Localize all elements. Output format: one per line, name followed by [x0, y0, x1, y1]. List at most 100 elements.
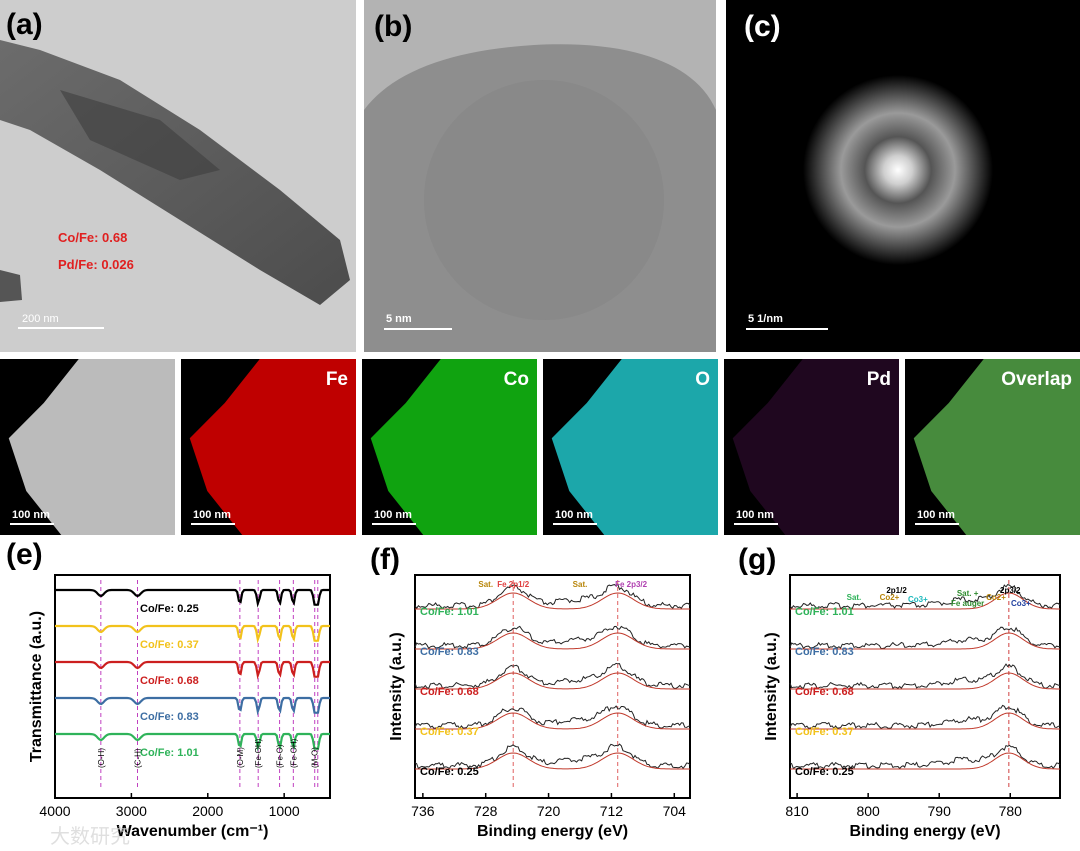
- band-annotation: (Fe-OH): [289, 738, 298, 768]
- scale-bar-label: 100 nm: [917, 509, 955, 521]
- x-tick-label: 720: [537, 803, 561, 819]
- fit-line: [790, 632, 1060, 650]
- peak-annotation: Sat. +: [957, 589, 979, 598]
- series-line: [414, 625, 690, 650]
- fit-line: [415, 632, 690, 650]
- scale-bar-label: 100 nm: [12, 509, 50, 521]
- eds-map-haadf: 100 nm: [0, 359, 175, 535]
- fit-line: [790, 592, 1060, 610]
- panel-label-g: (g): [738, 543, 777, 576]
- series-line: [414, 662, 691, 690]
- fft-c-drawing: [726, 0, 1080, 352]
- series-label: Co/Fe: 0.83: [140, 711, 199, 723]
- scale-bar-label: 100 nm: [555, 509, 593, 521]
- scale-bar: [191, 523, 235, 525]
- x-tick-label: 3000: [116, 803, 147, 819]
- band-annotation: (Fe-O): [276, 744, 285, 768]
- tem-a-drawing: [0, 0, 356, 352]
- panel-label-e: (e): [6, 538, 43, 571]
- fit-line: [415, 672, 690, 690]
- scale-bar: [553, 523, 597, 525]
- plot-frame: [414, 574, 691, 799]
- scale-bar: [734, 523, 778, 525]
- peak-annotation: Sat.: [847, 593, 862, 602]
- peak-annotation: Co2+: [880, 593, 900, 602]
- scale-bar-a: [18, 327, 104, 329]
- x-axis-label: Binding energy (eV): [477, 823, 628, 840]
- eds-map-overlap: Overlap 100 nm: [905, 359, 1080, 535]
- fit-line: [790, 712, 1060, 730]
- fit-line: [790, 672, 1060, 690]
- co-fe-ratio-label: Co/Fe: 0.68: [58, 230, 128, 245]
- x-tick-label: 800: [856, 803, 880, 819]
- hrtem-b-drawing: [364, 0, 716, 352]
- series-label: Co/Fe: 0.37: [795, 726, 854, 738]
- plot-frame: [789, 574, 1061, 799]
- x-tick-label: 736: [411, 803, 435, 819]
- scale-bar-label-c: 5 1/nm: [748, 313, 783, 325]
- series-line: [789, 663, 1061, 690]
- panel-label-b: (b): [374, 10, 413, 43]
- series-line: [789, 584, 1061, 610]
- x-tick-label: 4000: [39, 803, 70, 819]
- hrtem-image-b: (b) 5 nm: [364, 0, 716, 352]
- x-tick-label: 810: [785, 803, 809, 819]
- x-tick-label: 704: [663, 803, 687, 819]
- series-label: Co/Fe: 0.37: [420, 726, 479, 738]
- series-line: [55, 624, 330, 644]
- scale-bar: [10, 523, 54, 525]
- panel-label-c: (c): [744, 10, 781, 43]
- x-tick-label: 712: [600, 803, 624, 819]
- tem-image-a: (a) Co/Fe: 0.68 Pd/Fe: 0.026 200 nm: [0, 0, 356, 352]
- x-tick-label: 1000: [269, 803, 300, 819]
- eds-map-co: Co 100 nm: [362, 359, 537, 535]
- panel-label-a: (a): [6, 8, 43, 41]
- watermark: 大数研究: [50, 826, 130, 848]
- scale-bar-label: 100 nm: [736, 509, 774, 521]
- peak-annotation: Co3+: [1011, 599, 1031, 608]
- eds-map-o: O 100 nm: [543, 359, 718, 535]
- x-axis-label: Wavenumber (cm⁻¹): [117, 823, 269, 840]
- peak-annotation: Sat.: [573, 580, 588, 589]
- pd-fe-ratio-label: Pd/Fe: 0.026: [58, 257, 134, 272]
- x-tick-label: 2000: [192, 803, 223, 819]
- series-line: [55, 660, 330, 680]
- element-label: Fe: [325, 369, 348, 390]
- scale-bar-label-a: 200 nm: [22, 313, 59, 325]
- scale-bar-label: 100 nm: [193, 509, 231, 521]
- band-annotation: (O-H): [97, 748, 106, 768]
- peak-annotation: Co2+: [986, 593, 1006, 602]
- peak-annotation: Sat.: [478, 580, 493, 589]
- scale-bar-b: [384, 328, 452, 330]
- series-line: [55, 732, 330, 752]
- series-line: [414, 705, 691, 730]
- element-label: Overlap: [1001, 369, 1072, 390]
- peak-annotation: Fe auger: [951, 599, 984, 608]
- peak-annotation: Co3+: [908, 595, 928, 604]
- peak-annotation: Fe 2p3/2: [615, 580, 648, 589]
- scale-bar: [372, 523, 416, 525]
- peak-annotation: 2p3/2: [1000, 586, 1021, 595]
- eds-map-pd: Pd 100 nm: [724, 359, 899, 535]
- series-line: [789, 704, 1061, 730]
- series-label: Co/Fe: 0.83: [795, 646, 854, 658]
- series-label: Co/Fe: 0.68: [795, 686, 854, 698]
- series-line: [789, 744, 1061, 770]
- eds-map-fe: Fe 100 nm: [181, 359, 356, 535]
- series-label: Co/Fe: 1.01: [420, 606, 479, 618]
- series-label: Co/Fe: 0.83: [420, 646, 479, 658]
- band-annotation: (C-H): [134, 748, 143, 768]
- series-label: Co/Fe: 1.01: [140, 747, 199, 759]
- scale-bar-label-b: 5 nm: [386, 313, 412, 325]
- band-annotation: (Fe-OH): [254, 738, 263, 768]
- element-label: O: [695, 369, 710, 390]
- y-axis-label: Intensity (a.u.): [388, 632, 405, 740]
- fit-line: [415, 592, 690, 610]
- x-tick-label: 790: [928, 803, 952, 819]
- series-line: [414, 583, 691, 610]
- series-label: Co/Fe: 0.25: [140, 603, 199, 615]
- series-label: Co/Fe: 0.68: [420, 686, 479, 698]
- panel-label-f: (f): [370, 543, 400, 576]
- series-line: [789, 626, 1060, 650]
